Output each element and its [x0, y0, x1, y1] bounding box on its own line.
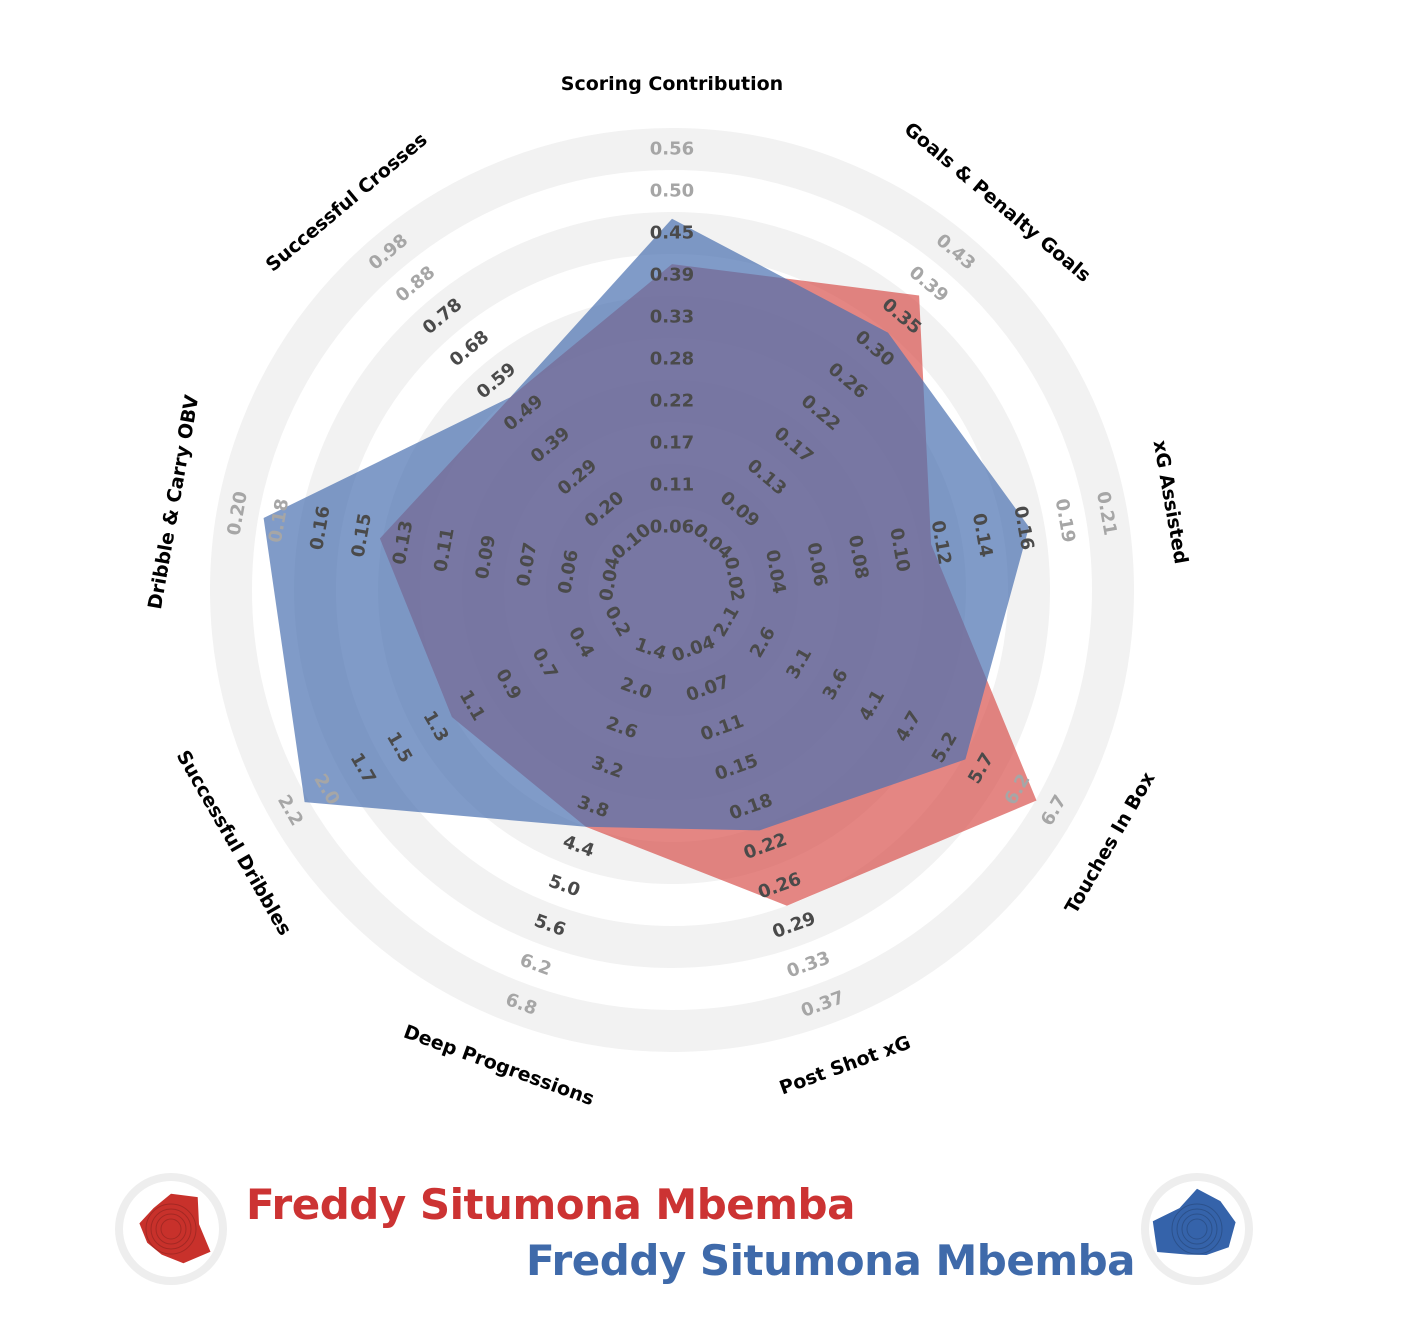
axis-label: Scoring Contribution — [561, 73, 783, 95]
series-b-polygon — [263, 218, 1030, 831]
axis-label: Post Shot xG — [777, 1032, 914, 1100]
tick-label: 0.33 — [784, 947, 833, 982]
axis-label: Dribble & Carry OBV — [144, 393, 203, 611]
tick-label: 0.17 — [650, 433, 694, 454]
player-a-radar-icon — [115, 1173, 227, 1285]
icon-grid-ring — [1171, 1203, 1223, 1255]
tick-label: 0.19 — [1051, 497, 1079, 544]
tick-label: 0.28 — [650, 349, 694, 370]
icon-grid-ring — [1176, 1208, 1218, 1250]
tick-label: 5.0 — [546, 871, 583, 902]
tick-label: 6.2 — [517, 950, 554, 981]
tick-label: 0.50 — [650, 181, 694, 202]
axis-label: Goals & Penalty Goals — [900, 118, 1095, 287]
player-b-name: Freddy Situmona Mbemba — [526, 1236, 1135, 1285]
tick-label: 0.56 — [650, 139, 694, 160]
tick-label: 0.22 — [650, 391, 694, 412]
icon-grid-ring — [1181, 1213, 1213, 1245]
tick-label: 0.45 — [650, 223, 694, 244]
tick-label: 0.06 — [650, 517, 694, 538]
radar-polygons — [263, 218, 1037, 906]
player-a-name: Freddy Situmona Mbemba — [246, 1180, 855, 1229]
tick-label: 0.33 — [650, 307, 694, 328]
icon-polygon — [139, 1193, 211, 1264]
radar-ring-band — [210, 128, 1134, 1052]
axis-label: xG Assisted — [1149, 439, 1192, 566]
player-b-radar-icon — [1141, 1173, 1253, 1285]
icon-grid-ring — [155, 1213, 187, 1245]
icon-grid-ring — [1186, 1218, 1208, 1240]
icon-grid-ring — [145, 1203, 197, 1255]
tick-label: 0.11 — [650, 475, 694, 496]
icon-grid-ring — [150, 1208, 192, 1250]
icon-polygon — [1152, 1188, 1236, 1255]
icon-grid-ring — [160, 1218, 182, 1240]
tick-label: 0.39 — [650, 265, 694, 286]
